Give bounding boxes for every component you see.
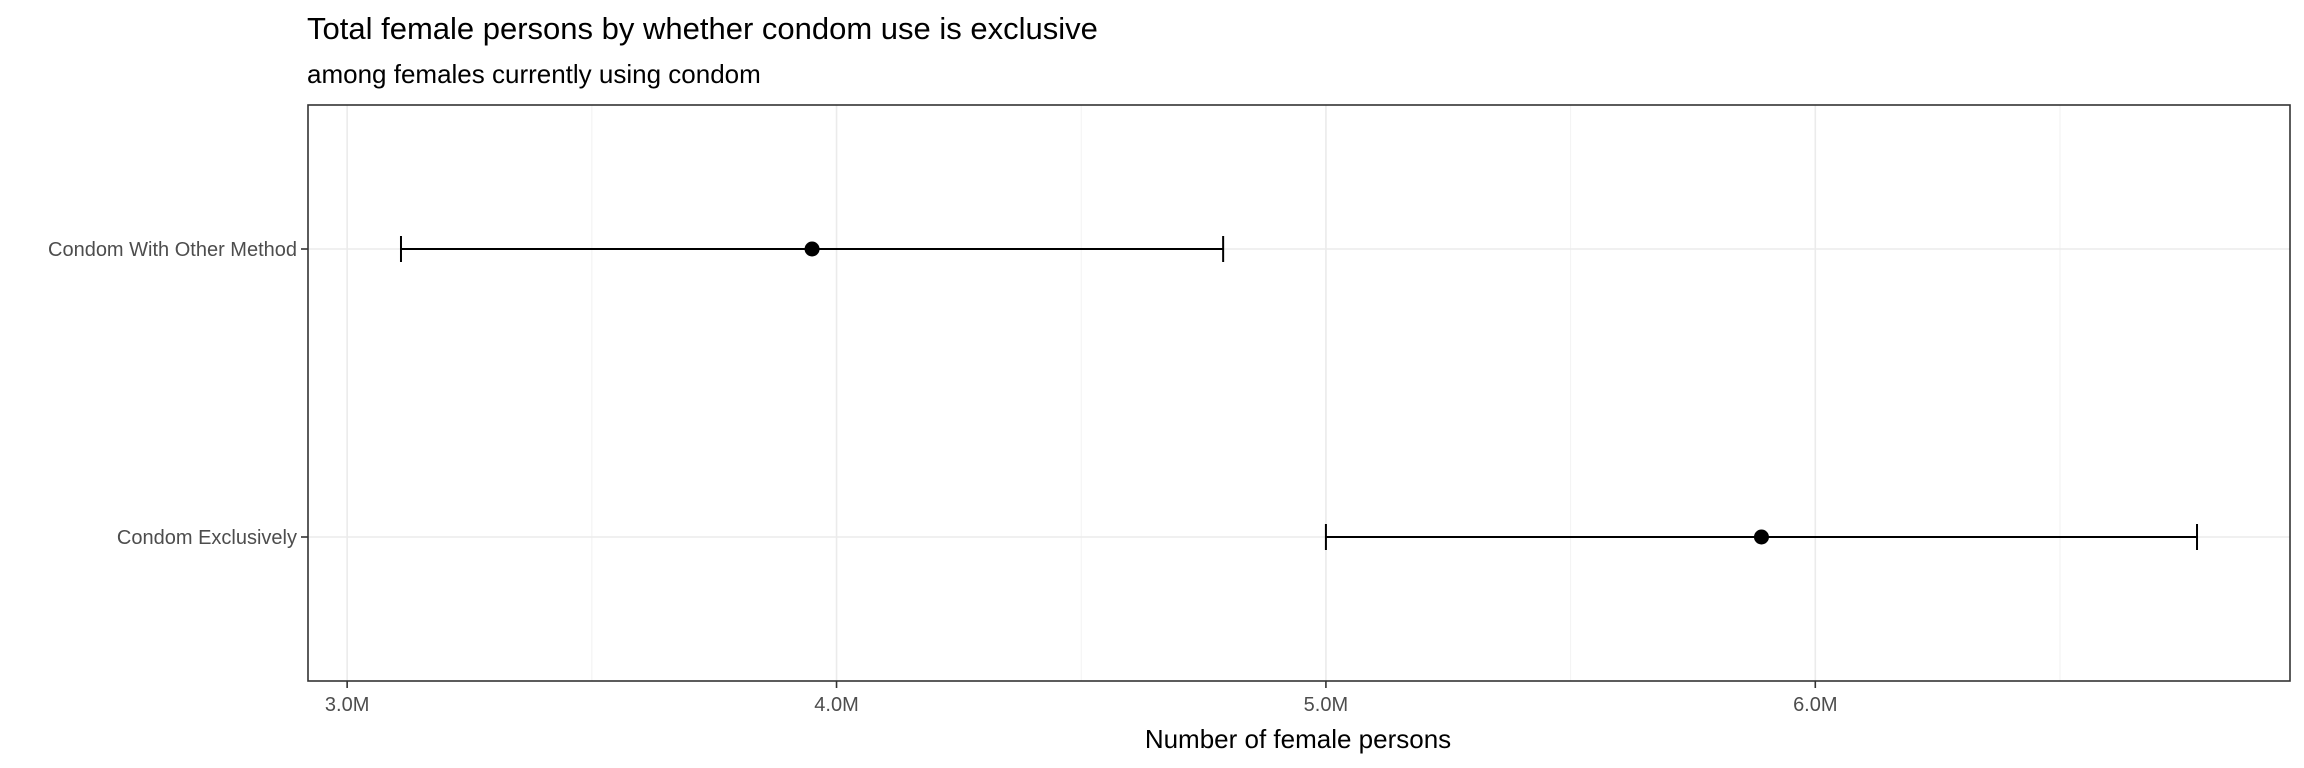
major-gridlines [308,105,2290,681]
plot-panel [307,104,2291,682]
x-tick-label: 3.0M [325,694,369,716]
y-tick-label: Condom With Other Method [48,239,297,261]
data-marks [399,236,2199,550]
x-axis: 3.0M 4.0M 5.0M 6.0M [325,681,1838,716]
x-tick-label: 6.0M [1793,694,1837,716]
estimate-point [804,241,820,257]
estimate-point [1753,529,1769,545]
x-tick-label: 5.0M [1304,694,1348,716]
y-tick-label: Condom Exclusively [117,527,297,549]
x-tick-label: 4.0M [814,694,858,716]
x-axis-title: Number of female persons [1145,724,1451,754]
y-axis: Condom Exclusively Condom With Other Meth… [48,239,308,549]
minor-gridlines [591,105,2061,681]
chart-subtitle: among females currently using condom [307,59,761,89]
chart-title: Total female persons by whether condom u… [307,11,1098,46]
